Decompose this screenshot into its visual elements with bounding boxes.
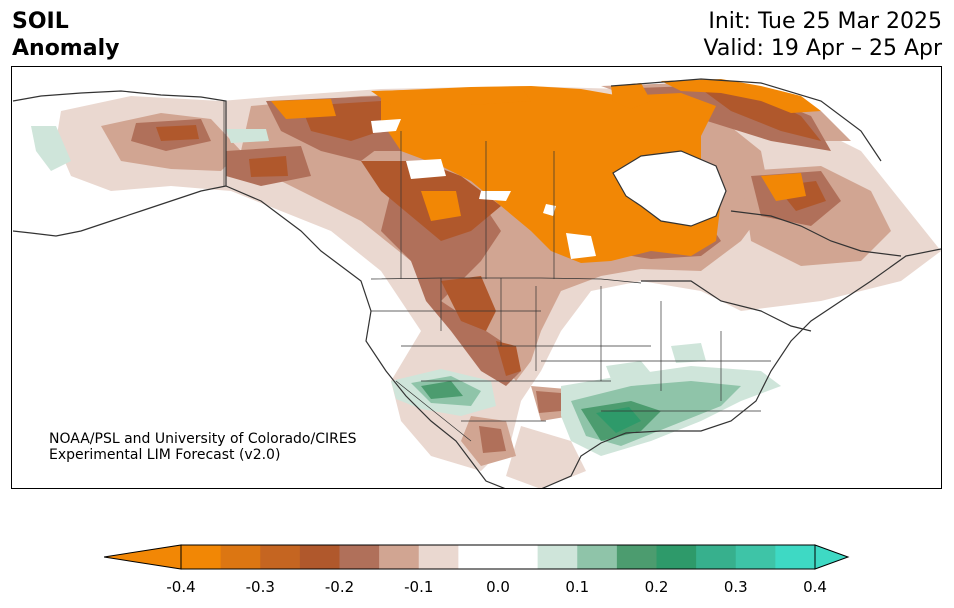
colorbar-tick-label: 0.1 xyxy=(565,578,590,596)
title-line-2: Anomaly xyxy=(12,36,120,61)
colorbar-segment xyxy=(299,545,340,569)
valid-date: Valid: 19 Apr – 25 Apr xyxy=(703,36,943,61)
colorbar-segment xyxy=(656,545,697,569)
colorbar-tick-label: 0.0 xyxy=(486,578,510,596)
political-boundaries xyxy=(223,101,771,442)
colorbar-tick-label: -0.3 xyxy=(245,578,275,596)
colorbar-high-extension xyxy=(814,544,850,570)
colorbar-low-extension xyxy=(104,544,182,570)
colorbar-tick-label: 0.3 xyxy=(723,578,748,596)
anomaly-teal-regions xyxy=(596,407,641,433)
colorbar-segment xyxy=(458,545,539,569)
anomaly-map xyxy=(12,78,941,488)
colorbar-tick-label: 0.4 xyxy=(803,578,827,596)
colorbar-tick-label: -0.2 xyxy=(324,578,355,596)
colorbar-tick-label: 0.2 xyxy=(644,578,669,596)
map-title: SOIL Anomaly xyxy=(12,8,119,62)
credit-text: NOAA/PSL and University of Colorado/CIRE… xyxy=(49,431,357,463)
colorbar-segments xyxy=(181,545,816,569)
colorbar-segment xyxy=(616,545,657,569)
colorbar-outline xyxy=(180,544,816,570)
colorbar-segment xyxy=(735,545,776,569)
hudson-bay xyxy=(613,151,726,226)
map-panel xyxy=(11,66,942,489)
colorbar-segment xyxy=(339,545,380,569)
credit-line-1: NOAA/PSL and University of Colorado/CIRE… xyxy=(49,431,357,447)
init-date: Init: Tue 25 Mar 2025 xyxy=(708,9,942,34)
colorbar-segment xyxy=(577,545,618,569)
credit-line-2: Experimental LIM Forecast (v2.0) xyxy=(49,447,281,463)
colorbar xyxy=(104,544,850,570)
colorbar-segment xyxy=(775,545,816,569)
colorbar-segment xyxy=(181,545,222,569)
colorbar-segment xyxy=(696,545,737,569)
colorbar-tick-label: -0.1 xyxy=(404,578,434,596)
colorbar-segment xyxy=(260,545,301,569)
colorbar-segment xyxy=(220,545,261,569)
anomaly-white-blobs xyxy=(371,119,596,259)
colorbar-segment xyxy=(379,545,420,569)
colorbar-segment xyxy=(537,545,578,569)
forecast-dates: Init: Tue 25 Mar 2025 Valid: 19 Apr – 25… xyxy=(704,8,943,62)
colorbar-tick-label: -0.4 xyxy=(166,578,196,596)
title-line-1: SOIL xyxy=(12,9,69,34)
anomaly-orange-regions xyxy=(271,79,821,263)
colorbar-segment xyxy=(418,545,459,569)
